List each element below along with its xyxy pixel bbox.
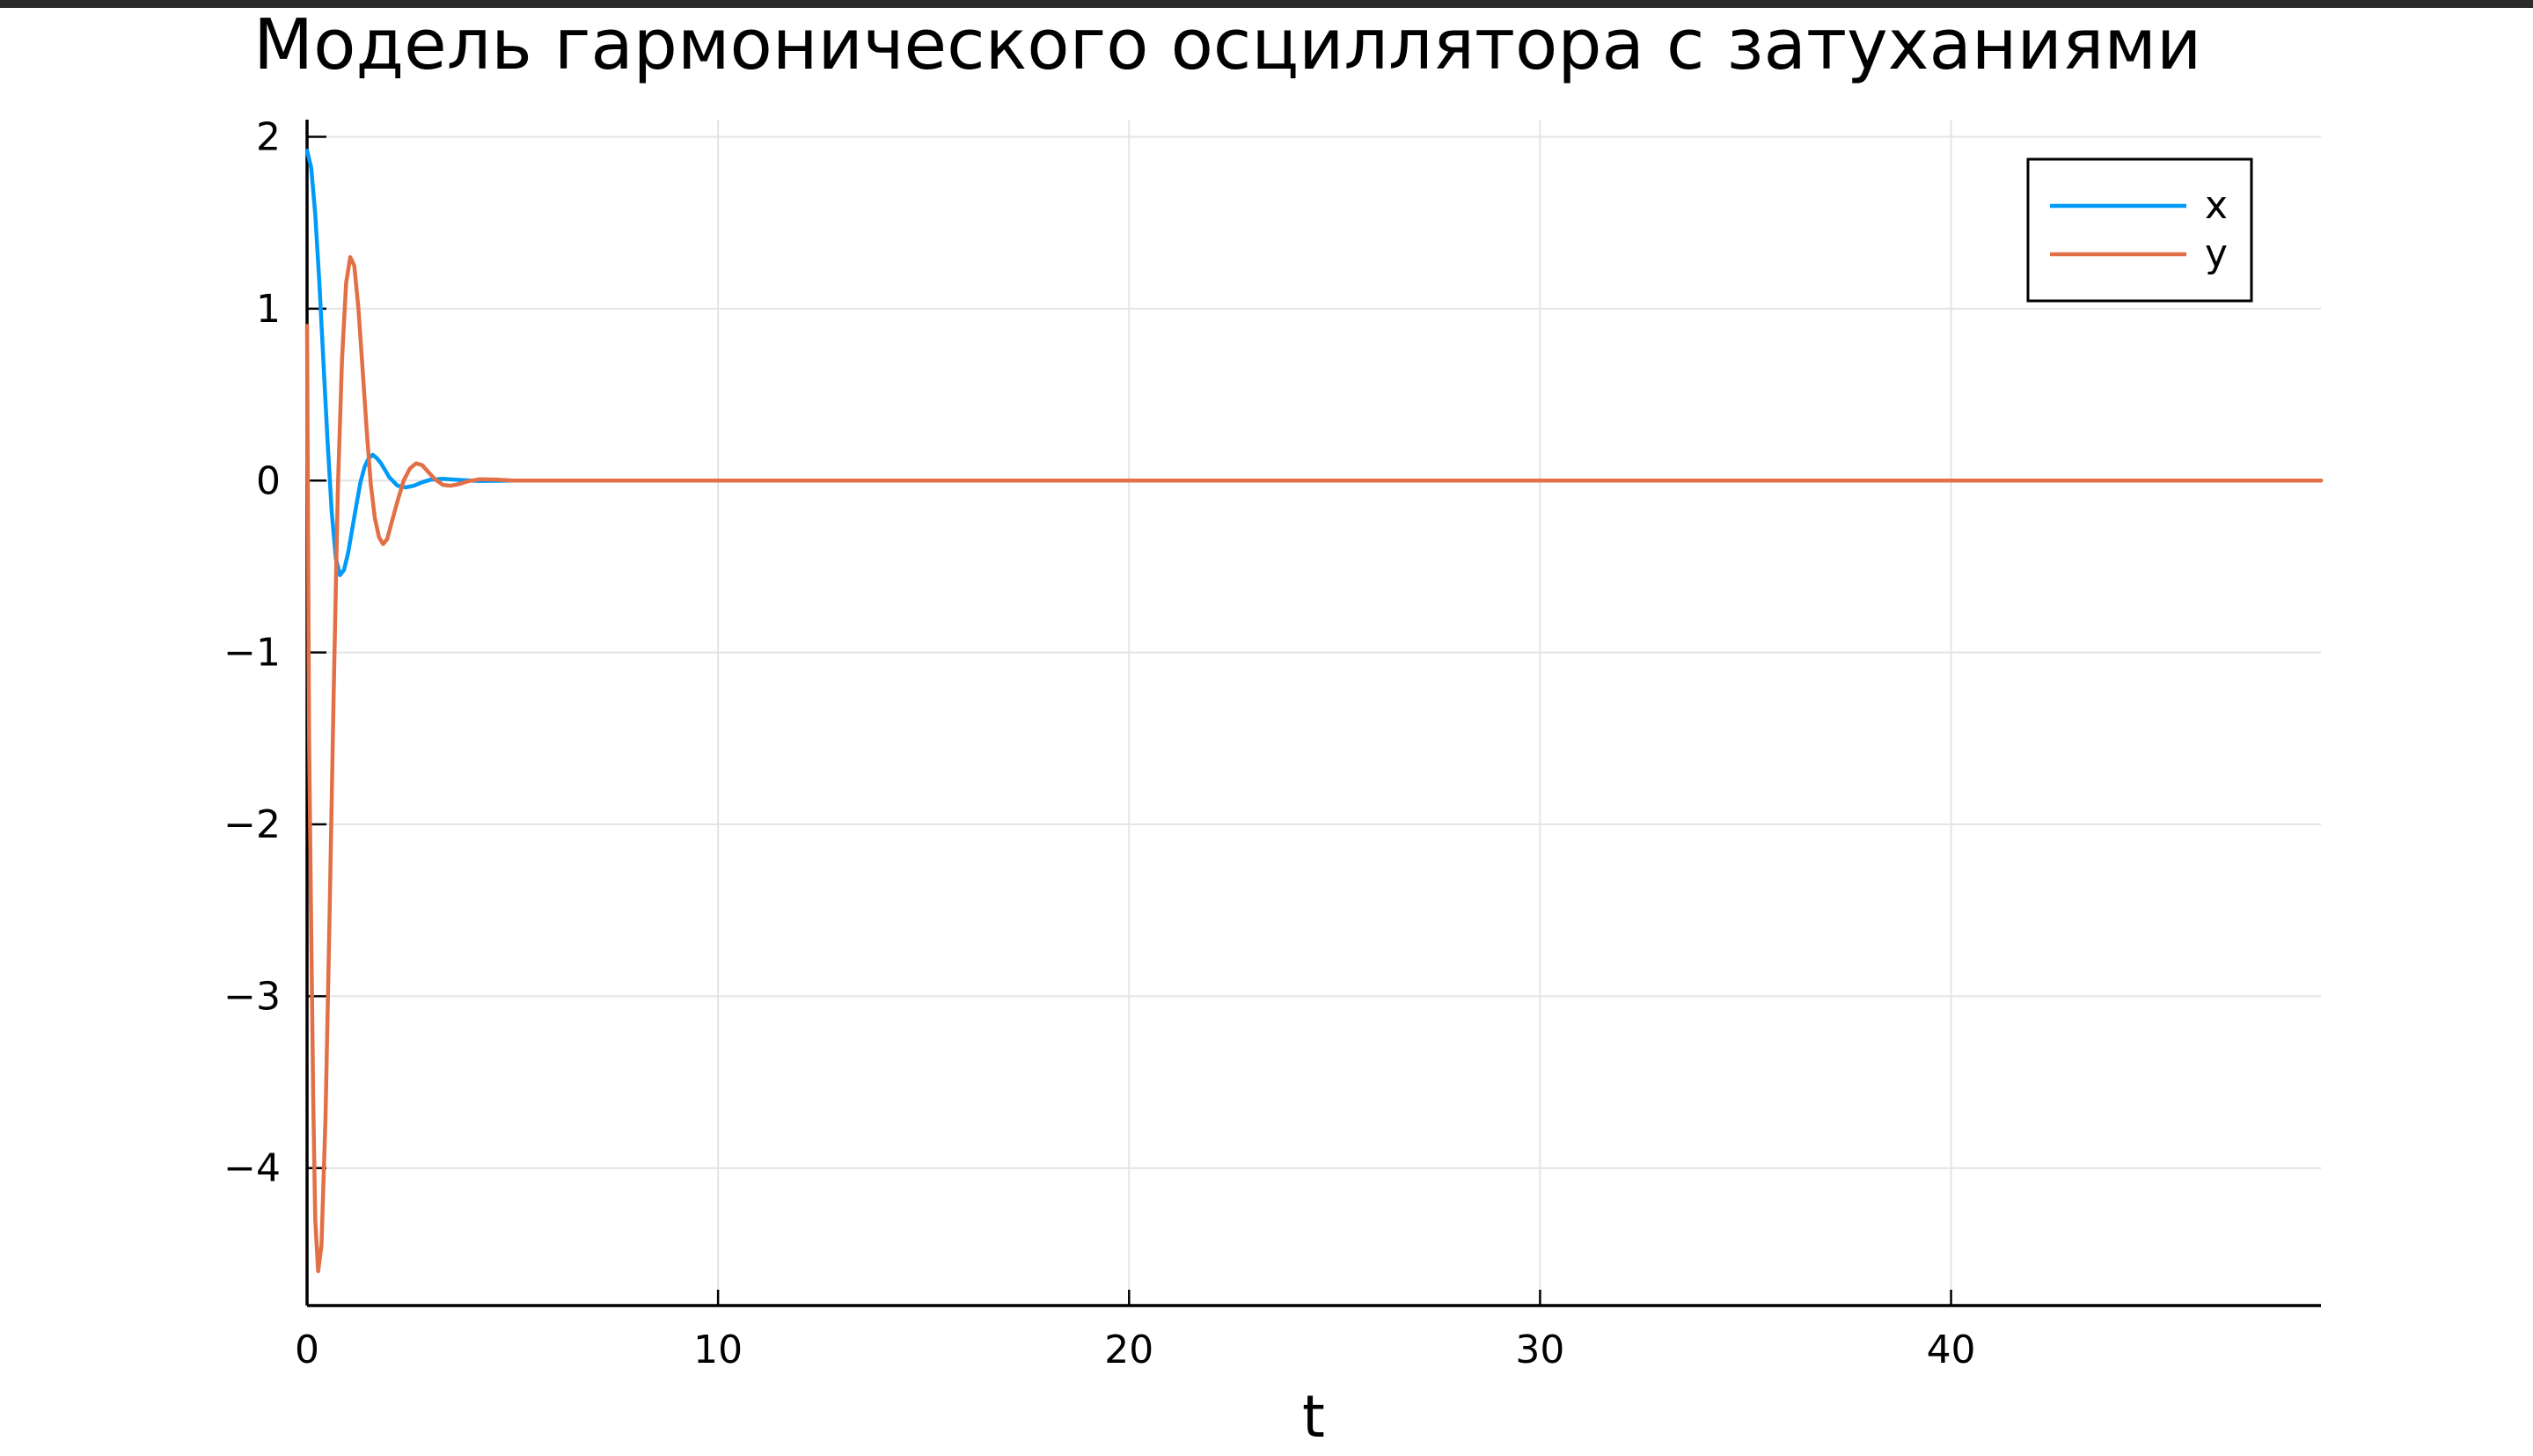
y-tick-label: 0 (256, 458, 281, 503)
y-tick-label: −4 (223, 1146, 281, 1191)
legend: xy (2026, 157, 2253, 303)
series-lines (304, 148, 2324, 1274)
x-axis-label: t (1302, 1383, 1325, 1451)
axes (305, 120, 2321, 1307)
y-tick-label: 1 (256, 287, 281, 332)
y-tick-label: −1 (223, 631, 281, 676)
legend-box (2026, 157, 2253, 303)
y-tick-label: 2 (256, 115, 281, 160)
x-tick-labels: 0 10 20 30 40 (295, 1328, 1976, 1372)
legend-label-y: y (2205, 231, 2228, 276)
x-tick-label: 30 (1515, 1328, 1564, 1372)
grid-lines (306, 120, 2321, 1306)
x-tick-label: 10 (693, 1328, 743, 1372)
series-line-x (304, 148, 2324, 577)
series-line-y (304, 255, 2324, 1274)
y-tick-label: −3 (223, 974, 281, 1019)
x-tick-label: 40 (1927, 1328, 1976, 1372)
chart-title: Модель гармонического осциллятора с зату… (253, 4, 2201, 85)
x-tick-label: 20 (1104, 1328, 1153, 1372)
y-tick-label: −2 (223, 802, 281, 847)
y-tick-labels: 2 1 0 −1 −2 −3 −4 (223, 115, 281, 1191)
legend-label-x: x (2205, 183, 2228, 228)
x-tick-label: 0 (295, 1328, 319, 1372)
top-edge-strip (0, 0, 2533, 8)
